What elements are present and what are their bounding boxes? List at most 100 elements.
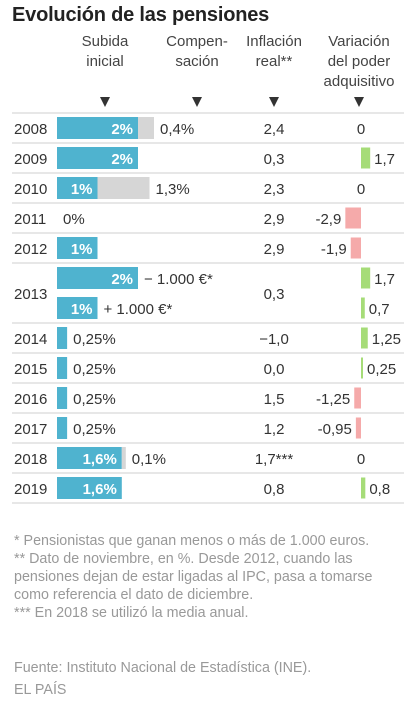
- variation-label: -1,9: [321, 241, 347, 258]
- increase-label: 1%: [71, 241, 93, 258]
- variation-bar-negative: [354, 387, 361, 409]
- variation-label: 0,8: [369, 481, 390, 498]
- increase-label: 1,6%: [83, 481, 117, 498]
- column-header-subida: Subida inicial: [70, 32, 140, 72]
- increase-label: 0,25%: [73, 361, 116, 378]
- pensioner-note: + 1.000 €*: [104, 301, 173, 318]
- increase-bar: [57, 237, 98, 259]
- variation-bar-positive: [361, 267, 371, 289]
- increase-label: 1%: [71, 301, 93, 318]
- pensions-table-chart: 0,4% 2% 2008 2,4 0 2% 2009 0,3 1,7 1,3% 1% 2010 2,3 0…: [12, 112, 404, 504]
- increase-bar: [57, 267, 138, 289]
- increase-bar: [57, 147, 138, 169]
- increase-label: 0,25%: [73, 391, 116, 408]
- variation-label: 0,25: [367, 361, 396, 378]
- inflation-value: 2,3: [264, 181, 285, 198]
- year-label: 2008: [14, 121, 47, 138]
- variation-bar-positive: [361, 297, 365, 319]
- column-header-subida-line-2: inicial: [86, 53, 124, 70]
- year-label: 2010: [14, 181, 47, 198]
- compensation-label: 1,3%: [156, 181, 190, 198]
- column-header-variacion: Variación del poder adquisitivo: [313, 32, 405, 92]
- year-label: 2017: [14, 421, 47, 438]
- increase-bar: [57, 387, 68, 409]
- footnote-3: *** En 2018 se utilizó la media anual.: [14, 605, 249, 621]
- pensioner-note: − 1.000 €*: [144, 271, 213, 288]
- variation-label: 0: [357, 451, 365, 468]
- inflation-value: −1,0: [259, 331, 289, 348]
- inflation-value: 0,3: [264, 151, 285, 168]
- increase-bar: [57, 297, 98, 319]
- variation-label: 0: [357, 121, 365, 138]
- column-header-compensacion: Compen- sación: [158, 32, 236, 72]
- inflation-value: 1,5: [264, 391, 285, 408]
- increase-bar: [57, 117, 138, 139]
- column-header-inflacion-line-2: real**: [255, 53, 293, 70]
- increase-bar: [57, 447, 122, 469]
- increase-label: 0,25%: [73, 421, 116, 438]
- column-header-variacion-line-3: adquisitivo: [323, 73, 395, 90]
- inflation-value: 2,9: [264, 241, 285, 258]
- year-label: 2013: [14, 286, 47, 303]
- source-block: Fuente: Instituto Nacional de Estadístic…: [14, 657, 311, 701]
- inflation-value: 1,7***: [255, 451, 294, 468]
- year-label: 2009: [14, 151, 47, 168]
- compensation-label: 0,1%: [132, 451, 166, 468]
- compensation-bar: [121, 447, 126, 469]
- year-label: 2014: [14, 331, 47, 348]
- increase-bar: [57, 357, 68, 379]
- increase-label: 1%: [71, 181, 93, 198]
- column-header-compensacion-line-2: sación: [175, 53, 219, 70]
- source-text: Fuente: Instituto Nacional de Estadístic…: [14, 660, 312, 676]
- variation-bar-positive: [361, 147, 371, 169]
- inflation-value: 0,8: [264, 481, 285, 498]
- compensation-label: 0,4%: [160, 121, 194, 138]
- arrow-down-icon: [99, 97, 110, 107]
- column-header-inflacion: Inflación real**: [236, 32, 312, 72]
- column-header-variacion-line-2: del poder: [327, 53, 391, 70]
- increase-bar: [57, 327, 68, 349]
- increase-label: 0%: [63, 211, 85, 228]
- variation-label: -0,95: [318, 421, 352, 438]
- year-label: 2015: [14, 361, 47, 378]
- variation-label: -1,25: [316, 391, 350, 408]
- arrow-down-icon: [268, 97, 279, 107]
- variation-bar-positive: [361, 357, 363, 379]
- variation-bar-negative: [355, 417, 361, 439]
- year-label: 2018: [14, 451, 47, 468]
- chart-title: Evolución de las pensiones: [12, 4, 270, 26]
- column-header-compensacion-line-1: Compen-: [166, 33, 228, 50]
- arrow-down-icon: [353, 97, 364, 107]
- variation-label: -2,9: [315, 211, 341, 228]
- year-label: 2016: [14, 391, 47, 408]
- variation-label: 0: [357, 181, 365, 198]
- column-header-variacion-line-1: Variación: [328, 33, 390, 50]
- variation-label: 1,7: [374, 151, 395, 168]
- year-label: 2019: [14, 481, 47, 498]
- increase-label: 0,25%: [73, 331, 116, 348]
- arrow-down-icon: [191, 97, 202, 107]
- inflation-value: 0,0: [264, 361, 285, 378]
- column-header-inflacion-line-1: Inflación: [246, 33, 302, 50]
- compensation-bar: [138, 117, 154, 139]
- inflation-value: 2,4: [264, 121, 285, 138]
- inflation-value: 2,9: [264, 211, 285, 228]
- variation-bar-positive: [361, 477, 366, 499]
- column-header-subida-line-1: Subida: [81, 33, 129, 50]
- compensation-bar: [97, 177, 150, 199]
- increase-label: 2%: [111, 271, 133, 288]
- inflation-value: 1,2: [264, 421, 285, 438]
- increase-label: 1,6%: [83, 451, 117, 468]
- variation-label: 1,7: [374, 271, 395, 288]
- variation-bar-negative: [350, 237, 361, 259]
- footnotes: * Pensionistas que ganan menos o más de …: [14, 532, 406, 622]
- increase-bar: [57, 417, 68, 439]
- variation-bar-negative: [345, 207, 361, 229]
- increase-label: 2%: [111, 121, 133, 138]
- increase-label: 2%: [111, 151, 133, 168]
- variation-label: 1,25: [372, 331, 401, 348]
- credit-text: EL PAÍS: [14, 682, 67, 698]
- increase-bar: [57, 477, 122, 499]
- variation-label: 0,7: [369, 301, 390, 318]
- inflation-value: 0,3: [264, 286, 285, 303]
